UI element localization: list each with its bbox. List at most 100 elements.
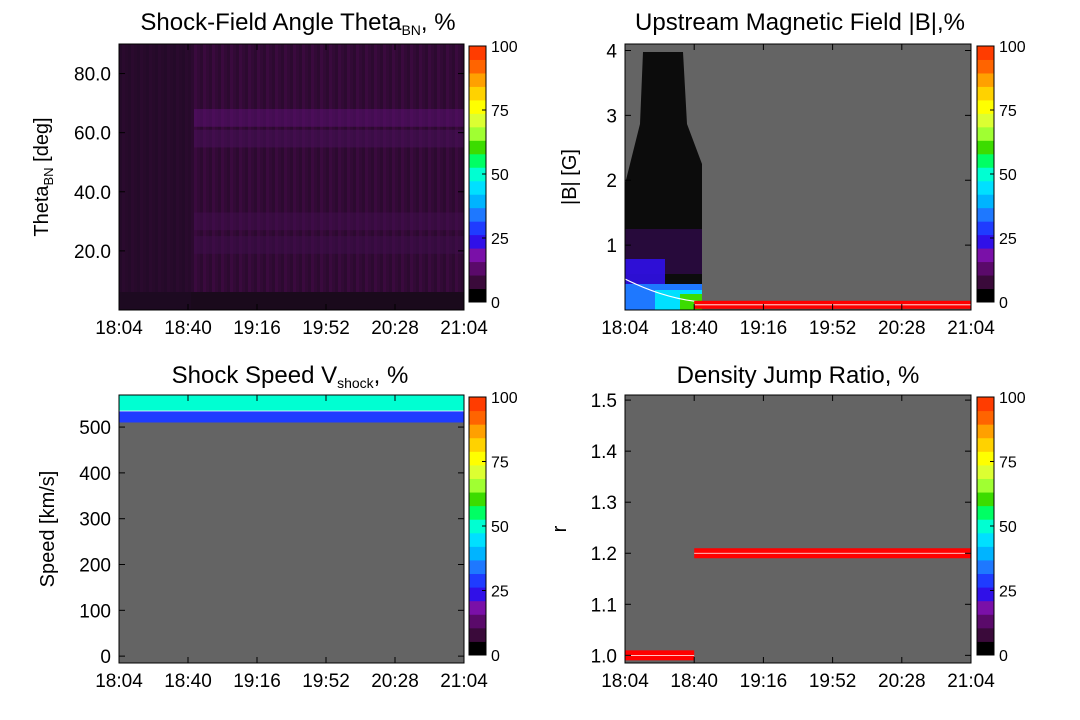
colorbar: 0 25 50 75 100 — [976, 39, 1026, 312]
colorbar-swatch — [469, 614, 486, 629]
heat-column — [215, 44, 219, 310]
colorbar-swatch — [977, 86, 994, 101]
heat-column — [293, 44, 297, 310]
colorbar-swatch — [469, 72, 486, 87]
colorbar-swatch — [977, 126, 994, 141]
heat-column — [275, 44, 279, 310]
colorbar-swatch — [977, 546, 994, 561]
colorbar-swatch — [469, 437, 486, 452]
heat-column — [443, 44, 447, 310]
colorbar-swatch — [977, 478, 994, 493]
colorbar-tick-label: 75 — [999, 103, 1017, 120]
heat-column — [203, 44, 207, 310]
heat-column — [224, 44, 228, 310]
colorbar-swatch — [469, 519, 486, 534]
heat-column — [458, 44, 462, 310]
heat-column — [245, 44, 249, 310]
x-tick-label: 19:16 — [740, 671, 788, 692]
heat-column — [404, 44, 408, 310]
heat-column — [425, 44, 429, 310]
colorbar-tick-label: 50 — [999, 167, 1017, 184]
heat-column — [365, 44, 369, 310]
heat-column — [272, 44, 276, 310]
heat-column — [227, 44, 231, 310]
colorbar-tick-label: 0 — [491, 648, 500, 665]
y-tick-label: 1.5 — [591, 391, 617, 412]
heat-band — [119, 44, 191, 310]
colorbar: 0 25 50 75 100 — [976, 390, 1026, 665]
y-tick-label: 0 — [100, 647, 111, 668]
colorbar-swatch — [469, 641, 486, 656]
plot-background — [625, 395, 971, 663]
band-2 — [119, 411, 464, 423]
x-tick-label: 21:04 — [947, 671, 995, 692]
y-tick-label: 1.2 — [591, 544, 617, 565]
colorbar-swatch — [977, 248, 994, 263]
panel-3: 18:04 18:40 19:16 19:52 20:28 21:040100200300… — [37, 362, 518, 692]
heat-column — [353, 44, 357, 310]
heat-column — [449, 44, 453, 310]
colorbar-swatch — [977, 559, 994, 575]
x-tick-label: 18:40 — [670, 671, 718, 692]
heat-column — [302, 44, 306, 310]
x-tick-label: 19:52 — [302, 318, 350, 339]
colorbar-tick-label: 50 — [491, 167, 509, 184]
heat-column — [308, 44, 312, 310]
heat-band — [194, 129, 464, 148]
colorbar-swatch — [469, 587, 486, 602]
x-tick-label: 18:04 — [95, 671, 143, 692]
heat-column — [395, 44, 399, 310]
colorbar-tick-label: 75 — [491, 455, 509, 472]
heat-column — [296, 44, 300, 310]
heat-column — [416, 44, 420, 310]
colorbar-swatch — [977, 573, 994, 588]
colorbar-swatch — [469, 275, 486, 290]
heat-column — [452, 44, 456, 310]
colorbar-tick-label: 100 — [999, 39, 1026, 56]
heat-column — [284, 44, 288, 310]
colorbar-swatch — [469, 86, 486, 101]
heat-column — [200, 44, 204, 310]
heat-column — [431, 44, 435, 310]
heat-column — [230, 44, 234, 310]
x-tick-label: 19:52 — [809, 671, 857, 692]
colorbar-swatch — [977, 140, 994, 155]
colorbar-tick-label: 25 — [999, 584, 1017, 601]
y-tick-label: 100 — [79, 601, 111, 622]
colorbar-swatch — [469, 410, 486, 425]
colorbar-swatch — [977, 59, 994, 74]
chart-title: Density Jump Ratio, % — [677, 362, 920, 389]
colorbar-swatch — [469, 573, 486, 588]
heat-column — [350, 44, 354, 310]
colorbar-swatch — [977, 72, 994, 87]
heat-band — [194, 236, 464, 254]
colorbar-swatch — [977, 437, 994, 452]
heat-column — [368, 44, 372, 310]
colorbar-swatch — [977, 99, 994, 114]
colorbar-swatch — [977, 234, 994, 249]
x-tick-label: 20:28 — [878, 318, 926, 339]
colorbar-swatch — [977, 464, 994, 479]
colorbar-swatch — [469, 126, 486, 141]
heat-column — [434, 44, 438, 310]
heat-column — [239, 44, 243, 310]
y-tick-label: 20.0 — [74, 242, 111, 263]
panel-2: 18:04 18:40 19:16 19:52 20:28 21:04 1 2 3 4 Upstre… — [559, 9, 1026, 339]
plot-content — [625, 548, 971, 661]
panel-1: 18:04 18:40 19:16 19:52 20:28 21:04 20.0 40.0 60… — [31, 9, 518, 339]
x-tick-label: 18:40 — [164, 671, 212, 692]
heat-column — [446, 44, 450, 310]
colorbar: 0 25 50 75 100 — [468, 390, 518, 665]
heat-column — [407, 44, 411, 310]
colorbar-swatch — [469, 207, 486, 222]
heat-column — [218, 44, 222, 310]
heat-column — [314, 44, 318, 310]
heat-column — [440, 44, 444, 310]
colorbar-tick-label: 0 — [999, 295, 1008, 312]
x-tick-label: 20:28 — [371, 671, 419, 692]
heat-column — [197, 44, 201, 310]
colorbar-swatch — [469, 194, 486, 209]
colorbar-swatch — [469, 234, 486, 249]
colorbar-swatch — [469, 451, 486, 466]
heat-column — [413, 44, 417, 310]
